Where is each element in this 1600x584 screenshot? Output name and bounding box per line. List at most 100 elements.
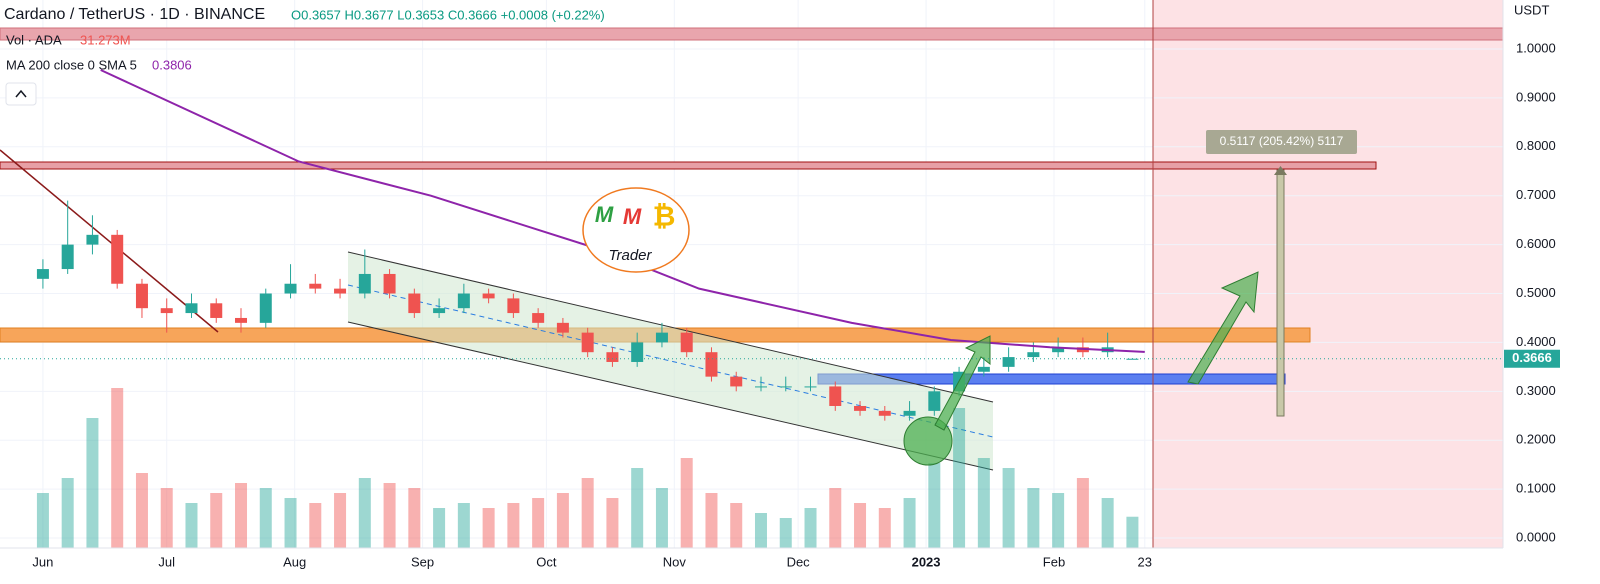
candle-body — [36, 269, 49, 279]
x-tick-label: Sep — [411, 554, 434, 569]
y-tick-label: 0.9000 — [1516, 89, 1556, 104]
candle-body — [358, 273, 371, 294]
candle-body — [507, 298, 520, 314]
future-zone — [1153, 0, 1503, 548]
candle-body — [631, 342, 644, 362]
volume-bar — [928, 463, 941, 548]
volume-bar — [532, 498, 545, 548]
volume-bar — [829, 488, 842, 548]
measure-box — [1206, 130, 1357, 154]
arrow-projection — [1187, 271, 1259, 385]
candle-body — [433, 308, 446, 314]
candle-body — [878, 410, 891, 416]
candle-body — [1002, 357, 1015, 367]
x-tick-label: Oct — [536, 554, 557, 569]
volume-bar — [86, 418, 99, 548]
volume-bar — [259, 488, 272, 548]
candle-body — [160, 308, 173, 314]
volume-bar — [705, 493, 718, 548]
y-tick-label: 1.0000 — [1516, 40, 1556, 55]
volume-bar — [730, 503, 743, 548]
volume-bar — [111, 388, 124, 548]
measure-label: 0.5117 (205.42%) 5117 — [1220, 134, 1344, 148]
candle-body — [606, 352, 619, 362]
last-price-label: 0.3666 — [1512, 350, 1552, 365]
candle-body — [408, 293, 421, 314]
candle-body — [977, 366, 990, 372]
volume-bar — [1002, 468, 1015, 548]
candle-body — [928, 391, 941, 411]
volume-bar — [606, 498, 619, 548]
ma-name: MA 200 close 0 SMA 5 — [6, 57, 137, 72]
volume-bar — [1126, 516, 1139, 548]
candle-body — [779, 386, 792, 388]
candle-body — [829, 386, 842, 406]
volume-bar — [61, 478, 74, 548]
logo-word: Trader — [608, 247, 652, 264]
candle-body — [111, 234, 124, 284]
y-tick-label: 0.6000 — [1516, 236, 1556, 251]
candle-body — [210, 303, 223, 318]
volume-bar — [185, 503, 198, 548]
circle-marker — [903, 416, 953, 466]
volume-bar — [655, 488, 668, 548]
volume-bar — [680, 458, 693, 548]
y-tick-label: 0.4000 — [1516, 334, 1556, 349]
volume-bar — [878, 508, 891, 548]
volume-bar — [358, 478, 371, 548]
y-tick-label: 0.2000 — [1516, 432, 1556, 447]
logo-coin: ₿ — [653, 200, 676, 231]
candle-body — [655, 332, 668, 343]
x-tick-label: 2023 — [912, 554, 941, 569]
volume-bar — [779, 518, 792, 548]
volume-bar — [383, 483, 396, 548]
y-tick-label: 0.0000 — [1516, 529, 1556, 544]
measure-arrow — [1274, 166, 1287, 175]
candle-body — [86, 234, 99, 245]
volume-bar — [903, 498, 916, 548]
volume-bar — [408, 488, 421, 548]
candle-body — [854, 405, 867, 411]
x-tick-label: Aug — [283, 554, 306, 569]
candle-body — [532, 313, 545, 323]
candle-body — [284, 283, 297, 294]
candle-body — [1027, 352, 1040, 358]
x-tick-label: Nov — [663, 554, 687, 569]
x-tick-label: Feb — [1043, 554, 1065, 569]
volume-bar — [1027, 488, 1040, 548]
axis-unit: USDT — [1514, 2, 1549, 17]
last-price-tag — [1504, 349, 1560, 368]
trend-line — [0, 149, 219, 333]
price-axis — [1503, 0, 1600, 584]
candle-body — [1052, 347, 1065, 353]
volume-bar — [135, 473, 148, 548]
candle-body — [754, 386, 767, 388]
volume-bar — [977, 458, 990, 548]
logo — [582, 187, 690, 273]
volume-bar — [36, 493, 49, 548]
volume-bar — [953, 408, 966, 548]
candle-body — [383, 273, 396, 294]
logo-m2: M — [623, 204, 642, 229]
candle-body — [309, 283, 322, 289]
volume-last: 31.273M — [80, 32, 131, 47]
candle-body — [185, 303, 198, 314]
candle-body — [334, 288, 347, 294]
volume-bar — [754, 513, 767, 548]
x-tick-label: Jul — [158, 554, 175, 569]
y-tick-label: 0.7000 — [1516, 187, 1556, 202]
candle-body — [457, 293, 470, 309]
candle-body — [705, 352, 718, 377]
volume-bar — [482, 508, 495, 548]
channel-bottom — [347, 321, 994, 471]
ohlc-text: O0.3657 H0.3677 L0.3653 C0.3666 +0.0008 … — [291, 7, 605, 22]
measure-bar — [1276, 169, 1285, 417]
volume-bar — [309, 503, 322, 548]
y-tick-label: 0.1000 — [1516, 481, 1556, 496]
candle-body — [135, 283, 148, 309]
candle-body — [556, 322, 569, 333]
x-tick-label: Jun — [32, 554, 53, 569]
collapse-button[interactable] — [5, 82, 37, 106]
collapse-icon — [15, 89, 27, 98]
